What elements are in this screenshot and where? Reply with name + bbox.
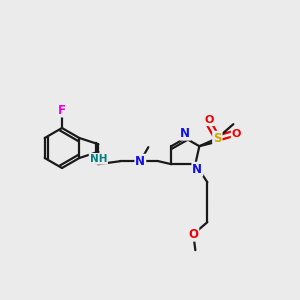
- Text: S: S: [213, 132, 222, 145]
- Text: O: O: [205, 115, 214, 125]
- Text: N: N: [135, 155, 145, 168]
- Text: N: N: [192, 163, 202, 176]
- Text: O: O: [232, 129, 241, 139]
- Text: N: N: [180, 127, 190, 140]
- Text: O: O: [188, 228, 198, 241]
- Text: F: F: [58, 103, 66, 116]
- Text: NH: NH: [90, 154, 107, 164]
